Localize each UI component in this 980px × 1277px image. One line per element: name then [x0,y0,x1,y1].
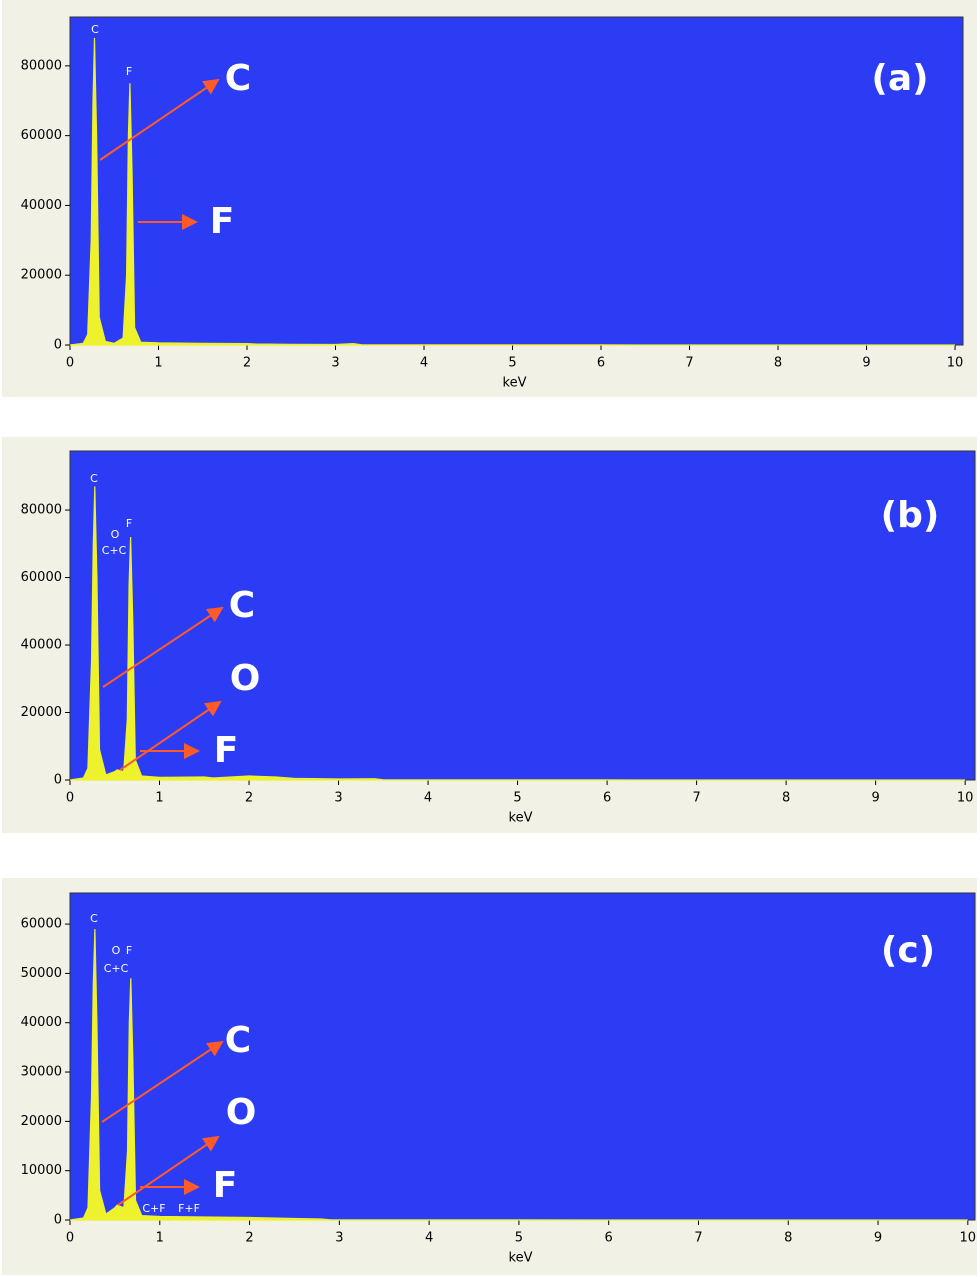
x-tick-label: 2 [243,356,251,371]
x-tick-label: 2 [245,1231,253,1246]
peak-label: O [112,944,121,957]
x-tick-label: 5 [508,356,516,371]
x-tick-label: 10 [960,1231,977,1246]
x-tick-label: 3 [334,791,342,806]
y-tick-label: 60000 [21,917,62,932]
peak-label: F+F [178,1202,200,1215]
x-tick-label: 4 [420,356,428,371]
y-tick-label: 40000 [21,638,62,653]
y-tick-label: 20000 [21,268,62,283]
x-axis-label: keV [509,1251,533,1266]
x-tick-label: 7 [694,1231,702,1246]
element-label: C [229,585,255,626]
y-tick-label: 40000 [21,1015,62,1030]
peak-label: C [90,912,98,925]
panel-label: (b) [881,495,940,536]
y-tick-label: 40000 [21,198,62,213]
x-tick-label: 6 [597,356,605,371]
element-label: F [214,730,239,771]
x-tick-label: 7 [692,791,700,806]
x-tick-label: 5 [513,791,521,806]
peak-label: C [91,23,99,36]
element-label: C [225,58,251,99]
spectrum [69,37,955,346]
y-tick-label: 20000 [21,1114,62,1129]
panel-label: (a) [871,58,928,99]
y-tick-label: 10000 [21,1163,62,1178]
arrow [119,700,222,771]
x-tick-label: 4 [425,1231,433,1246]
peak-label: C+C [102,544,127,557]
x-tick-label: 1 [155,791,163,806]
x-tick-label: 8 [782,791,790,806]
panel-label: (c) [881,930,935,971]
x-tick-label: 3 [335,1231,343,1246]
peak-label: F [126,517,132,530]
y-tick-label: 60000 [21,128,62,143]
arrow [117,1135,220,1206]
arrow [102,606,224,688]
x-tick-label: 9 [862,356,870,371]
y-tick-label: 30000 [21,1065,62,1080]
element-label: C [225,1020,251,1061]
peak-label: C+C [104,962,129,975]
x-tick-label: 9 [874,1231,882,1246]
x-tick-label: 9 [871,791,879,806]
x-tick-label: 10 [947,356,964,371]
y-tick-label: 0 [54,773,62,788]
x-tick-label: 6 [605,1231,613,1246]
plot-area [69,450,976,781]
x-tick-label: 8 [774,356,782,371]
y-tick-label: 50000 [21,966,62,981]
plot-area [69,892,976,1221]
x-tick-label: 0 [66,791,74,806]
peak-label: F [126,944,132,957]
y-tick-label: 20000 [21,705,62,720]
element-label: F [210,201,235,242]
y-tick-label: 80000 [21,58,62,73]
x-tick-label: 0 [66,356,74,371]
y-tick-label: 0 [54,1213,62,1228]
y-tick-label: 0 [54,338,62,353]
x-tick-label: 5 [515,1231,523,1246]
plot-area [69,16,964,346]
element-label: O [226,1092,257,1133]
x-tick-label: 3 [331,356,339,371]
x-axis-label: keV [503,376,527,391]
x-tick-label: 8 [784,1231,792,1246]
x-tick-label: 1 [154,356,162,371]
peak-label: F [126,65,132,78]
arrow [99,78,220,161]
peak-label: O [111,528,120,541]
x-tick-label: 6 [603,791,611,806]
x-tick-label: 10 [957,791,974,806]
arrow [101,1040,224,1123]
spectrum [69,486,966,781]
y-tick-label: 80000 [21,503,62,518]
x-tick-label: 4 [424,791,432,806]
peak-label: C [90,472,98,485]
x-tick-label: 1 [156,1231,164,1246]
x-tick-label: 7 [685,356,693,371]
x-tick-label: 0 [66,1231,74,1246]
element-label: F [213,1165,238,1206]
y-tick-label: 60000 [21,570,62,585]
element-label: O [230,658,261,699]
x-axis-label: keV [509,811,533,826]
peak-label: C+F [142,1202,165,1215]
spectrum [69,928,968,1221]
x-tick-label: 2 [245,791,253,806]
